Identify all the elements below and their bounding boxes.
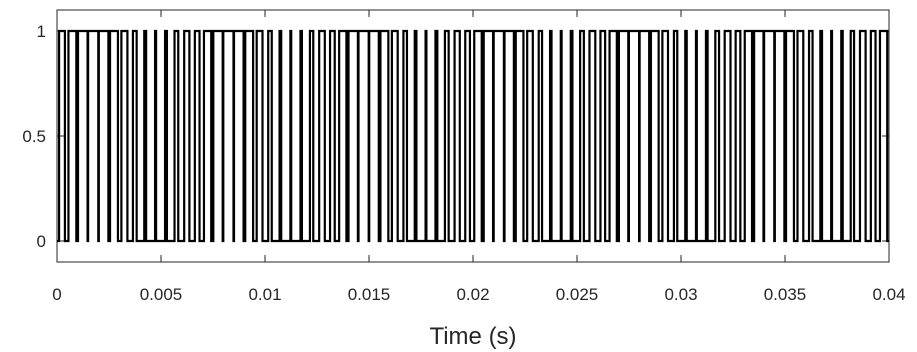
x-tick-label: 0.01 bbox=[248, 285, 281, 304]
y-tick-label: 0.5 bbox=[22, 127, 46, 146]
x-tick-label: 0.015 bbox=[348, 285, 391, 304]
x-tick-label: 0.035 bbox=[764, 285, 807, 304]
x-tick-label: 0.02 bbox=[456, 285, 489, 304]
y-axis: 00.51 bbox=[22, 22, 889, 251]
pwm-signal-line bbox=[57, 29, 889, 243]
x-tick-label: 0.005 bbox=[140, 285, 183, 304]
y-tick-label: 0 bbox=[37, 232, 46, 251]
x-tick-label: 0.03 bbox=[664, 285, 697, 304]
x-tick-label: 0.04 bbox=[872, 285, 905, 304]
pwm-signal bbox=[57, 29, 889, 243]
x-axis-label: Time (s) bbox=[429, 323, 516, 350]
x-tick-label: 0.025 bbox=[556, 285, 599, 304]
x-axis: 0 0.005 0.01 0.015 0.02 0.025 0.03 0.035 0.04 bbox=[52, 10, 906, 304]
y-tick-label: 1 bbox=[37, 22, 46, 41]
x-tick-label: 0 bbox=[52, 285, 61, 304]
